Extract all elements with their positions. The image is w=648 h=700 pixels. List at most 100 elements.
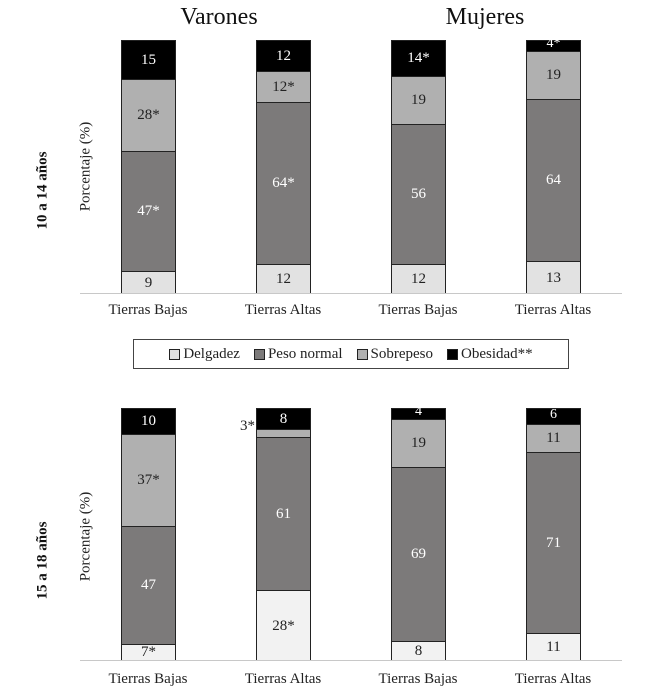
segment-label: 12* (272, 78, 295, 95)
segment-label: 19 (411, 435, 426, 452)
stacked-bar: 7* 47 37* 10 (121, 408, 176, 661)
legend-item-delgadez: Delgadez (169, 346, 240, 363)
segment-label: 8 (414, 642, 423, 659)
stacked-bar: 12 56 19 14* (391, 40, 446, 294)
segment-label-outside: 3* (240, 418, 255, 435)
segment-sobrepeso: 19 (392, 76, 445, 124)
age-label-top: 10 a 14 años (34, 151, 51, 230)
segment-label: 47 (141, 576, 156, 593)
segment-label: 11 (546, 430, 561, 447)
swatch-sobrepeso-icon (356, 348, 368, 360)
segment-peso-normal: 69 (392, 466, 445, 641)
segment-label: 71 (546, 534, 561, 551)
stacked-bar: 12 64* 12* 12 (256, 40, 311, 294)
segment-peso-normal: 47* (122, 150, 175, 271)
segment-label: 10 (141, 412, 156, 429)
segment-label: 9 (144, 274, 153, 291)
segment-label: 28* (137, 107, 160, 124)
segment-delgadez: 28* (257, 590, 310, 661)
legend-label: Obesidad** (461, 345, 533, 362)
segment-peso-normal: 64 (527, 99, 580, 262)
swatch-delgadez-icon (169, 348, 181, 360)
segment-sobrepeso: 12* (257, 71, 310, 102)
segment-label: 37* (137, 472, 160, 489)
stacked-bar: 28* 61 8 (256, 408, 311, 661)
segment-label: 13 (546, 269, 561, 286)
segment-peso-normal: 64* (257, 101, 310, 264)
segment-delgadez: 11 (527, 633, 580, 661)
segment-label: 56 (411, 185, 426, 202)
legend-item-obesidad: Obesidad** (447, 346, 533, 363)
segment-label: 14* (407, 50, 430, 67)
segment-peso-normal: 47 (122, 526, 175, 644)
age-label-bottom: 15 a 18 años (34, 521, 51, 600)
segment-obesidad: 6 (527, 406, 580, 425)
legend-label: Sobrepeso (370, 345, 434, 362)
segment-sobrepeso: 19 (527, 51, 580, 100)
segment-label: 12 (411, 270, 426, 287)
segment-obesidad: 14* (392, 41, 445, 77)
x-label-top-4: Tierras Altas (514, 302, 592, 318)
segment-delgadez: 13 (527, 261, 580, 294)
segment-label: 12 (276, 47, 291, 64)
segment-obesidad: 8 (257, 409, 310, 430)
x-axis-top (80, 293, 622, 294)
segment-obesidad: 4* (527, 37, 580, 52)
legend-item-peso-normal: Peso normal (253, 345, 343, 363)
segment-delgadez: 12 (392, 263, 445, 294)
segment-delgadez: 7* (122, 643, 175, 661)
x-axis-bottom (80, 660, 622, 661)
x-label-top-1: Tierras Bajas (108, 302, 188, 318)
segment-label: 8 (279, 410, 288, 427)
x-label-bottom-4: Tierras Altas (514, 671, 592, 687)
legend-label: Delgadez (183, 345, 240, 362)
segment-delgadez: 8 (392, 640, 445, 661)
segment-sobrepeso: 11 (527, 424, 580, 453)
segment-obesidad: 15 (122, 41, 175, 80)
segment-label: 19 (546, 67, 561, 84)
segment-peso-normal: 56 (392, 123, 445, 264)
segment-sobrepeso: 19 (392, 419, 445, 467)
stacked-bar: 9 47* 28* 15 (121, 40, 176, 294)
title-mujeres: Mujeres (445, 4, 525, 30)
segment-peso-normal: 61 (257, 436, 310, 591)
segment-label: 47* (137, 202, 160, 219)
title-varones: Varones (180, 4, 258, 30)
segment-label: 69 (411, 545, 426, 562)
y-axis-label-top: Porcentaje (%) (77, 121, 94, 212)
segment-sobrepeso: 37* (122, 433, 175, 527)
x-label-bottom-2: Tierras Altas (244, 671, 322, 687)
x-label-bottom-1: Tierras Bajas (108, 671, 188, 687)
segment-label: 19 (411, 91, 426, 108)
segment-label: 12 (276, 270, 291, 287)
swatch-obesidad-icon (447, 348, 459, 360)
stacked-bar: 8 69 19 4 (391, 405, 446, 661)
segment-label: 28* (272, 617, 295, 634)
segment-label: 15 (141, 51, 156, 68)
swatch-peso-normal-icon (253, 348, 265, 360)
segment-label: 64 (546, 172, 561, 189)
segment-label: 61 (276, 505, 291, 522)
segment-obesidad: 4 (392, 405, 445, 420)
legend-label: Peso normal (267, 345, 343, 362)
stacked-bar: 13 64 19 4* (526, 37, 581, 294)
segment-label: 6 (550, 406, 557, 422)
segment-sobrepeso: 28* (122, 79, 175, 151)
y-axis-label-bottom: Porcentaje (%) (77, 491, 94, 582)
segment-peso-normal: 71 (527, 452, 580, 633)
segment-obesidad: 10 (122, 409, 175, 434)
segment-label: 4* (546, 36, 561, 52)
segment-label: 4 (415, 404, 422, 420)
x-label-bottom-3: Tierras Bajas (378, 671, 458, 687)
x-label-top-2: Tierras Altas (244, 302, 322, 318)
legend: Delgadez Peso normal Sobrepeso Obesidad*… (133, 339, 569, 369)
stacked-bar: 11 71 11 6 (526, 406, 581, 661)
x-label-top-3: Tierras Bajas (378, 302, 458, 318)
segment-label: 11 (546, 639, 561, 655)
segment-label: 7* (141, 644, 156, 661)
segment-obesidad: 12 (257, 41, 310, 72)
legend-item-sobrepeso: Sobrepeso (356, 345, 434, 363)
segment-label: 64* (272, 174, 295, 191)
segment-sobrepeso (257, 429, 310, 437)
segment-delgadez: 12 (257, 263, 310, 294)
